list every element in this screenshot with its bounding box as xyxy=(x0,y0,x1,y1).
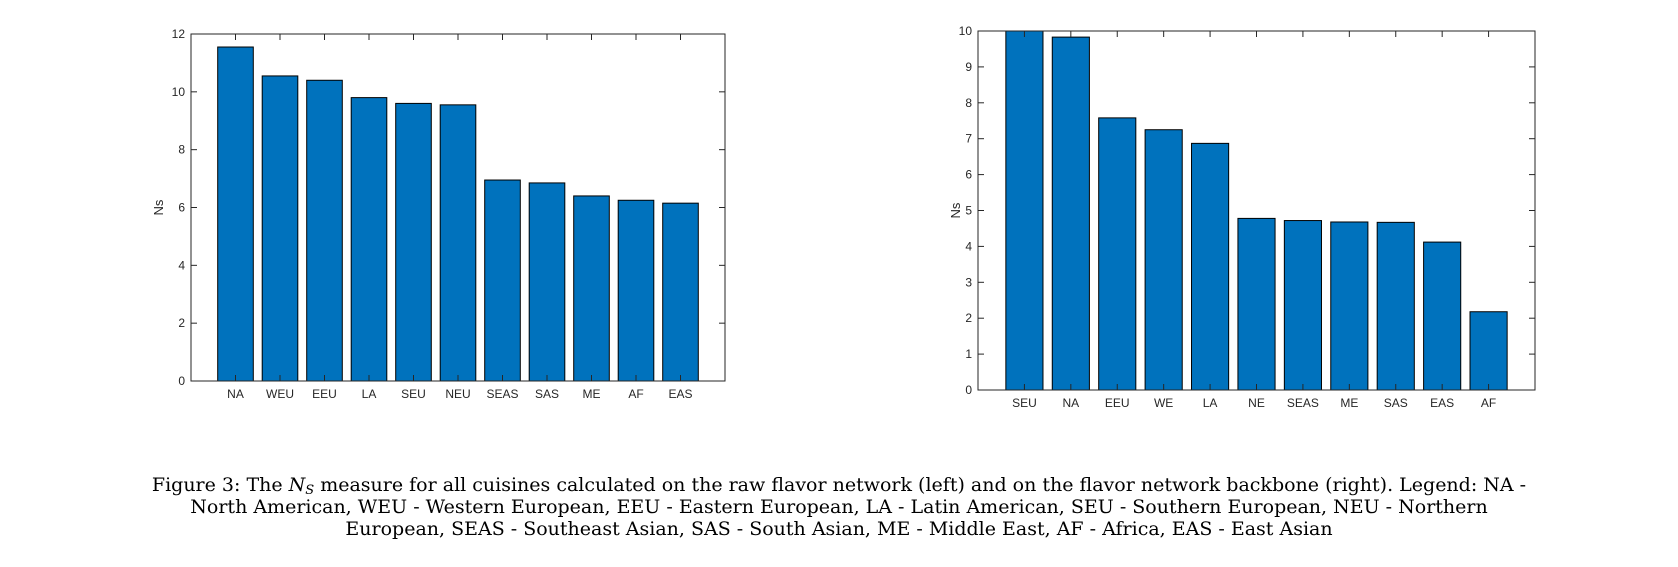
right-xtick-label: SEAS xyxy=(1287,396,1319,410)
right-bar-seas xyxy=(1283,220,1322,391)
right-xtick-label: LA xyxy=(1203,396,1218,410)
caption-line-3: European, SEAS - Southeast Asian, SAS - … xyxy=(345,518,1333,540)
right-ytick-label: 9 xyxy=(965,60,972,74)
left-bar-seas xyxy=(484,179,521,382)
caption-subscript: S xyxy=(305,483,315,498)
right-ytick-label: 2 xyxy=(965,311,972,325)
caption-line-1: Figure 3: The NS measure for all cuisine… xyxy=(0,474,1678,498)
left-bar-la xyxy=(350,97,388,382)
caption-symbol: N xyxy=(288,474,306,496)
right-ytick-label: 10 xyxy=(959,24,973,38)
caption-label: Figure 3: xyxy=(151,474,241,496)
left-xtick-label: NA xyxy=(227,387,244,401)
left-bar-sas xyxy=(528,182,566,382)
left-bar-eeu xyxy=(306,79,343,382)
left-bar-chart: 0 2 4 6 8 10 12 NA WEU EEU LA SEU NEU SEAS SAS ME AF EAS N… xyxy=(151,27,726,401)
left-bar-seu xyxy=(395,102,432,382)
figure-caption: Figure 3: The NS measure for all cuisine… xyxy=(0,474,1678,540)
right-bar-eas xyxy=(1423,241,1462,391)
right-xtick-label: NA xyxy=(1062,396,1079,410)
right-xtick-label: EEU xyxy=(1105,396,1130,410)
left-ytick-label: 4 xyxy=(178,258,185,272)
right-bar-seu xyxy=(1005,30,1044,391)
left-xtick-label: EAS xyxy=(668,387,692,401)
left-bar-me xyxy=(573,195,610,382)
left-bar-weu xyxy=(261,75,299,382)
right-ytick-label: 4 xyxy=(965,239,972,253)
left-bar-af xyxy=(617,199,655,382)
left-ytick-label: 8 xyxy=(178,143,185,157)
left-ytick-label: 0 xyxy=(178,374,185,388)
right-ytick-label: 0 xyxy=(965,383,972,397)
right-ylabel: Ns xyxy=(948,202,963,218)
right-bar-sas xyxy=(1376,221,1415,391)
right-xtick-label: SEU xyxy=(1012,396,1037,410)
right-xtick-label: EAS xyxy=(1430,396,1454,410)
left-xtick-label: WEU xyxy=(266,387,294,401)
left-xtick-label: EEU xyxy=(312,387,337,401)
caption-prefix: The xyxy=(240,474,289,496)
left-xtick-label: SEU xyxy=(401,387,426,401)
left-xtick-label: SAS xyxy=(535,387,559,401)
right-ytick-label: 8 xyxy=(965,96,972,110)
right-xtick-label: WE xyxy=(1154,396,1173,410)
right-bar-chart: 0 1 2 3 4 5 6 7 8 9 10 SEU NA EEU WE LA NE SEAS ME SAS EAS AF… xyxy=(948,24,1536,410)
right-xtick-label: AF xyxy=(1481,396,1496,410)
right-bar-me xyxy=(1330,221,1369,391)
left-ytick-label: 12 xyxy=(172,27,186,41)
left-xtick-label: SEAS xyxy=(486,387,518,401)
left-ytick-label: 10 xyxy=(172,85,186,99)
right-bar-ne xyxy=(1237,217,1276,391)
left-xtick-label: NEU xyxy=(445,387,470,401)
right-ytick-label: 1 xyxy=(965,347,972,361)
right-xtick-label: SAS xyxy=(1384,396,1408,410)
left-bar-na xyxy=(217,46,254,382)
left-bar-eas xyxy=(662,202,699,382)
left-xtick-label: LA xyxy=(362,387,377,401)
right-xtick-label: ME xyxy=(1340,396,1358,410)
right-bar-eeu xyxy=(1098,117,1137,391)
right-bar-na xyxy=(1051,36,1090,391)
right-bar-af xyxy=(1469,311,1508,391)
left-ylabel: Ns xyxy=(151,199,166,215)
right-bar-we xyxy=(1144,129,1183,391)
caption-line1-rest: measure for all cuisines calculated on t… xyxy=(314,474,1527,496)
right-xtick-label: NE xyxy=(1248,396,1265,410)
left-xtick-label: ME xyxy=(583,387,601,401)
left-bar-neu xyxy=(439,104,477,382)
right-ytick-label: 6 xyxy=(965,168,972,182)
right-ytick-label: 5 xyxy=(965,204,972,218)
right-ytick-label: 3 xyxy=(965,275,972,289)
right-bar-la xyxy=(1191,142,1230,391)
left-ytick-label: 2 xyxy=(178,316,185,330)
left-xtick-label: AF xyxy=(628,387,643,401)
right-ytick-label: 7 xyxy=(965,132,972,146)
left-ytick-label: 6 xyxy=(178,201,185,215)
caption-line-2: North American, WEU - Western European, … xyxy=(190,496,1488,518)
